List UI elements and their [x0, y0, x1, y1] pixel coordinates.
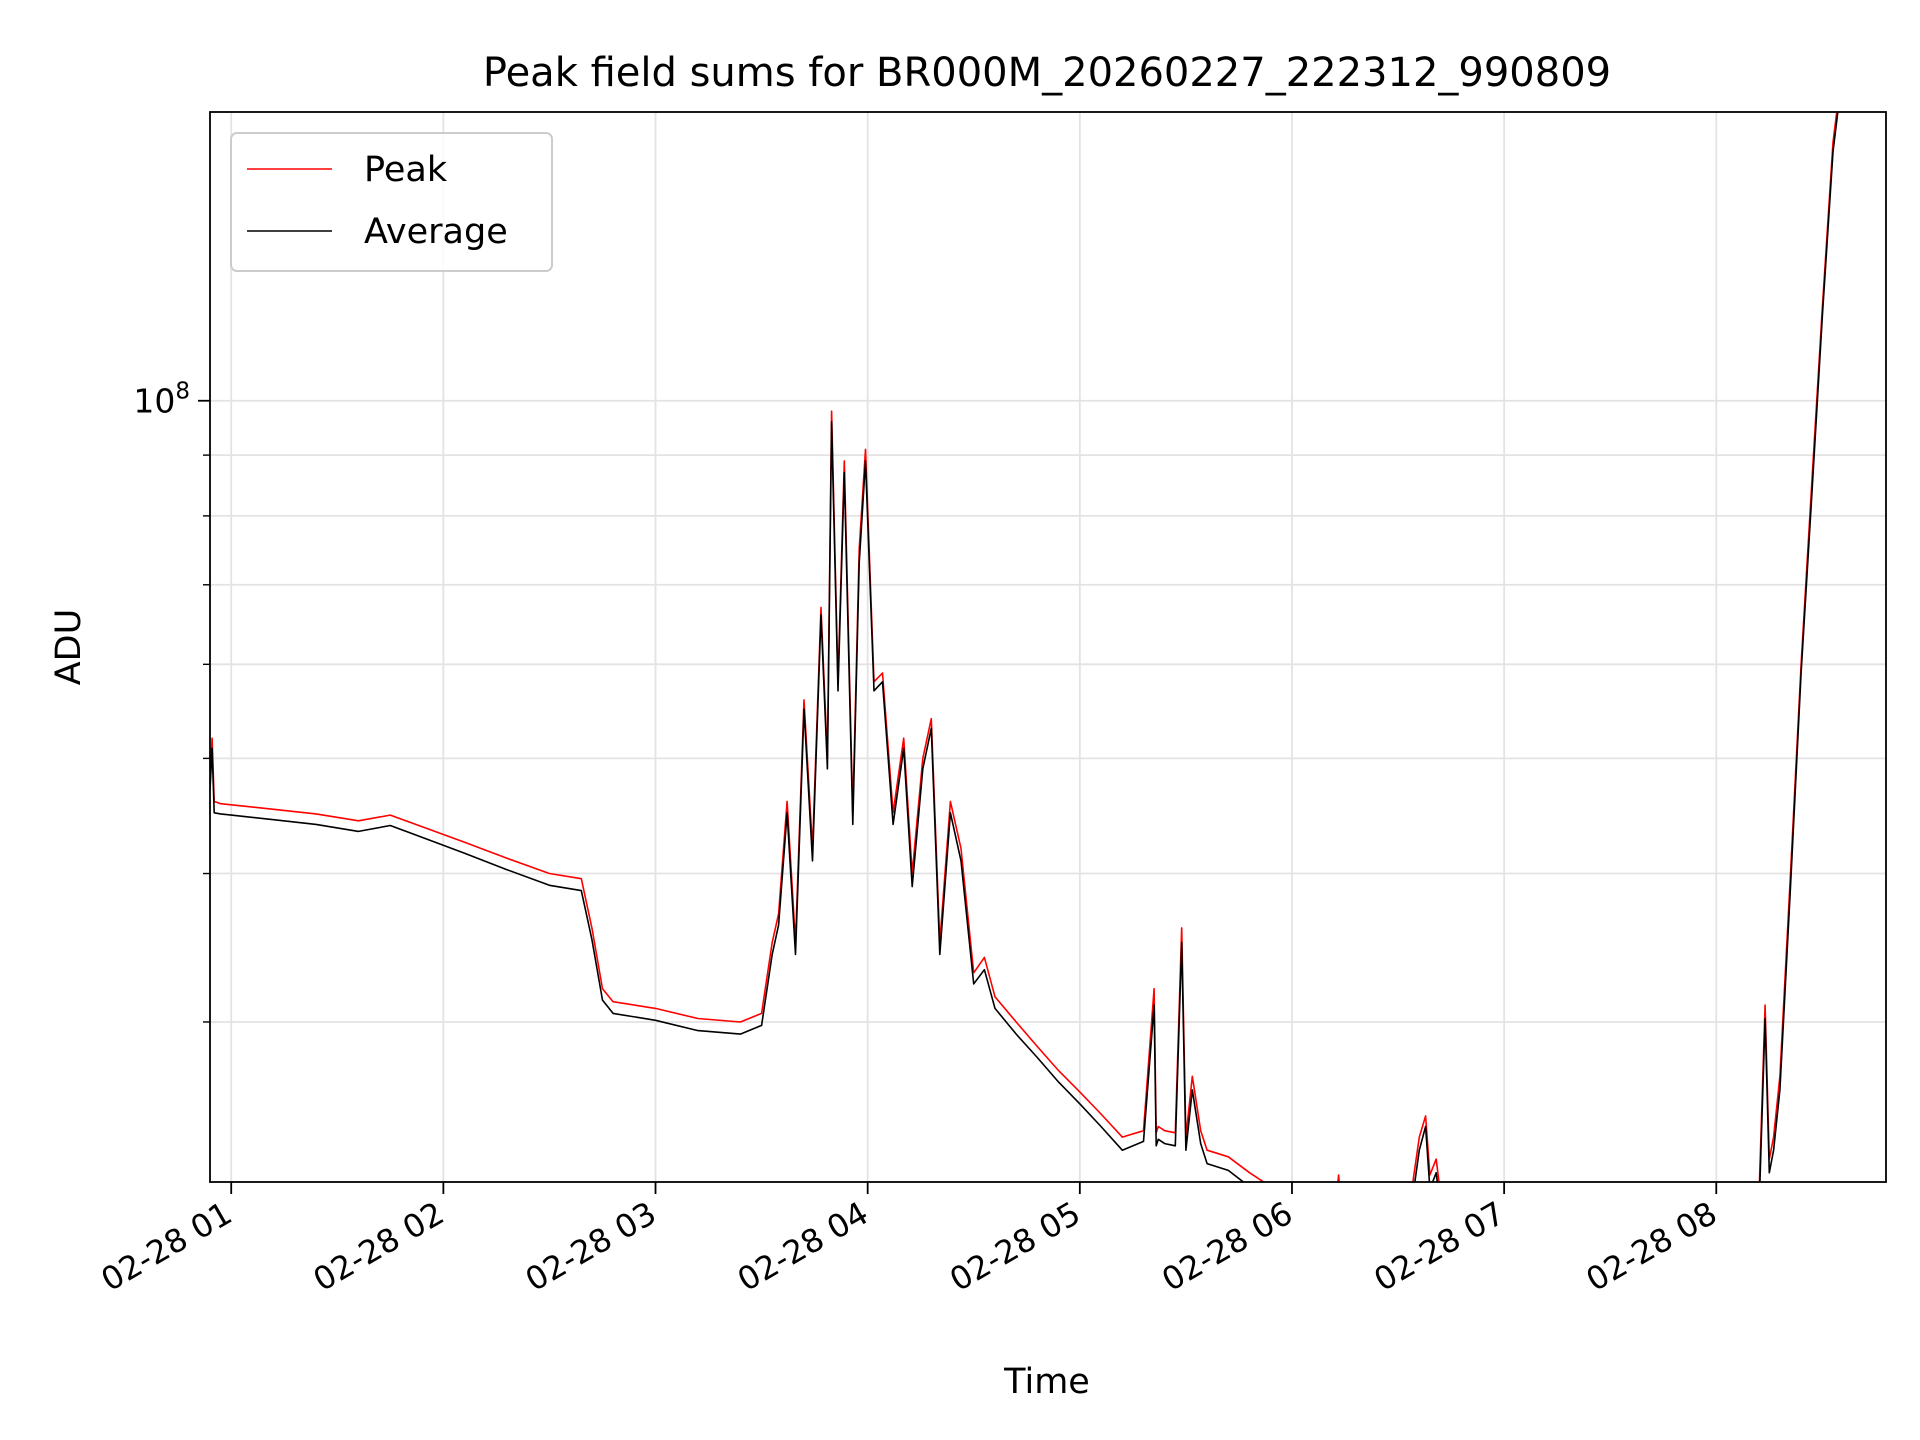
series-line-peak — [210, 112, 1838, 1182]
legend-label-peak: Peak — [364, 150, 448, 190]
y-tick-label-base: 10 — [133, 382, 175, 421]
plot-frame — [209, 111, 1887, 1183]
y-axis-label: ADU — [49, 609, 89, 686]
series-layer — [210, 112, 1839, 1182]
legend-label-average: Average — [364, 212, 508, 252]
x-axis-label: Time — [1003, 1362, 1090, 1402]
chart-title: Peak field sums for BR000M_20260227_2223… — [483, 50, 1611, 96]
legend-frame — [230, 132, 553, 272]
series-line-average — [210, 112, 1839, 1182]
legend: Peak Average — [230, 132, 553, 272]
y-tick-label-exponent: 8 — [175, 379, 190, 405]
y-tick-label-8: 108 — [133, 379, 190, 421]
grid — [210, 112, 1886, 1182]
plot-area — [210, 112, 1886, 1182]
y-axis: 108 — [133, 379, 210, 1023]
